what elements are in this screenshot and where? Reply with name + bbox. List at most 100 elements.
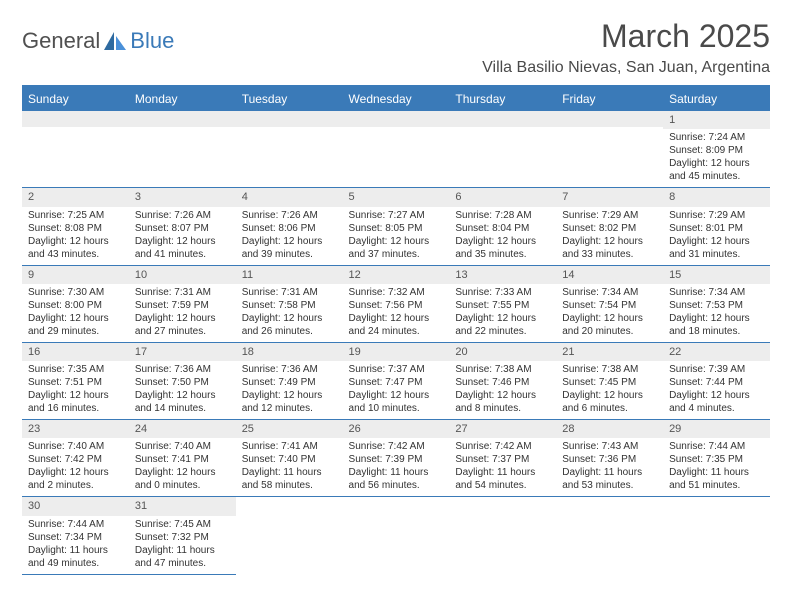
- daylight-line2: and 33 minutes.: [562, 248, 657, 261]
- daylight-line2: and 26 minutes.: [242, 325, 337, 338]
- daylight-line2: and 4 minutes.: [669, 402, 764, 415]
- calendar-day-cell: 8Sunrise: 7:29 AMSunset: 8:01 PMDaylight…: [663, 188, 770, 265]
- month-title: March 2025: [482, 18, 770, 55]
- day-number: 27: [449, 420, 556, 438]
- daylight-line1: Daylight: 12 hours: [349, 235, 444, 248]
- day-body: Sunrise: 7:27 AMSunset: 8:05 PMDaylight:…: [343, 207, 450, 265]
- sunrise-text: Sunrise: 7:31 AM: [135, 286, 230, 299]
- daylight-line2: and 37 minutes.: [349, 248, 444, 261]
- day-number: 28: [556, 420, 663, 438]
- daylight-line2: and 10 minutes.: [349, 402, 444, 415]
- daylight-line1: Daylight: 12 hours: [669, 157, 764, 170]
- sunrise-text: Sunrise: 7:35 AM: [28, 363, 123, 376]
- day-number: 19: [343, 343, 450, 361]
- day-number: [556, 111, 663, 127]
- daylight-line2: and 53 minutes.: [562, 479, 657, 492]
- day-body: Sunrise: 7:29 AMSunset: 8:02 PMDaylight:…: [556, 207, 663, 265]
- sunrise-text: Sunrise: 7:34 AM: [669, 286, 764, 299]
- daylight-line1: Daylight: 12 hours: [562, 389, 657, 402]
- sail-icon: [102, 30, 128, 52]
- daylight-line1: Daylight: 11 hours: [562, 466, 657, 479]
- daylight-line2: and 12 minutes.: [242, 402, 337, 415]
- calendar-week-row: 16Sunrise: 7:35 AMSunset: 7:51 PMDayligh…: [22, 342, 770, 419]
- day-number: 11: [236, 266, 343, 284]
- calendar-day-cell: 15Sunrise: 7:34 AMSunset: 7:53 PMDayligh…: [663, 265, 770, 342]
- calendar-day-cell: 24Sunrise: 7:40 AMSunset: 7:41 PMDayligh…: [129, 420, 236, 497]
- daylight-line2: and 49 minutes.: [28, 557, 123, 570]
- daylight-line1: Daylight: 12 hours: [349, 389, 444, 402]
- daylight-line2: and 43 minutes.: [28, 248, 123, 261]
- sunrise-text: Sunrise: 7:43 AM: [562, 440, 657, 453]
- sunset-text: Sunset: 8:04 PM: [455, 222, 550, 235]
- sunrise-text: Sunrise: 7:44 AM: [669, 440, 764, 453]
- day-body: Sunrise: 7:41 AMSunset: 7:40 PMDaylight:…: [236, 438, 343, 496]
- day-number: 16: [22, 343, 129, 361]
- calendar-day-cell: 27Sunrise: 7:42 AMSunset: 7:37 PMDayligh…: [449, 420, 556, 497]
- daylight-line1: Daylight: 12 hours: [669, 389, 764, 402]
- sunrise-text: Sunrise: 7:34 AM: [562, 286, 657, 299]
- calendar-day-cell: 25Sunrise: 7:41 AMSunset: 7:40 PMDayligh…: [236, 420, 343, 497]
- daylight-line1: Daylight: 12 hours: [135, 466, 230, 479]
- sunset-text: Sunset: 8:07 PM: [135, 222, 230, 235]
- daylight-line1: Daylight: 12 hours: [28, 312, 123, 325]
- sunrise-text: Sunrise: 7:28 AM: [455, 209, 550, 222]
- day-number: 31: [129, 497, 236, 515]
- day-body: Sunrise: 7:24 AMSunset: 8:09 PMDaylight:…: [663, 129, 770, 187]
- sunrise-text: Sunrise: 7:38 AM: [455, 363, 550, 376]
- calendar-day-cell: [236, 497, 343, 574]
- calendar-day-cell: 19Sunrise: 7:37 AMSunset: 7:47 PMDayligh…: [343, 342, 450, 419]
- day-number: 13: [449, 266, 556, 284]
- day-number: 26: [343, 420, 450, 438]
- day-body: Sunrise: 7:44 AMSunset: 7:35 PMDaylight:…: [663, 438, 770, 496]
- daylight-line2: and 56 minutes.: [349, 479, 444, 492]
- sunset-text: Sunset: 7:45 PM: [562, 376, 657, 389]
- weekday-header: Monday: [129, 87, 236, 111]
- calendar-day-cell: 4Sunrise: 7:26 AMSunset: 8:06 PMDaylight…: [236, 188, 343, 265]
- day-body: Sunrise: 7:45 AMSunset: 7:32 PMDaylight:…: [129, 516, 236, 574]
- day-body: Sunrise: 7:25 AMSunset: 8:08 PMDaylight:…: [22, 207, 129, 265]
- daylight-line2: and 47 minutes.: [135, 557, 230, 570]
- daylight-line1: Daylight: 11 hours: [242, 466, 337, 479]
- calendar-day-cell: 3Sunrise: 7:26 AMSunset: 8:07 PMDaylight…: [129, 188, 236, 265]
- sunrise-text: Sunrise: 7:40 AM: [135, 440, 230, 453]
- sunset-text: Sunset: 8:01 PM: [669, 222, 764, 235]
- calendar-day-cell: 11Sunrise: 7:31 AMSunset: 7:58 PMDayligh…: [236, 265, 343, 342]
- calendar-day-cell: [449, 111, 556, 188]
- title-block: March 2025 Villa Basilio Nievas, San Jua…: [482, 18, 770, 77]
- daylight-line2: and 0 minutes.: [135, 479, 230, 492]
- daylight-line2: and 45 minutes.: [669, 170, 764, 183]
- weekday-header: Wednesday: [343, 87, 450, 111]
- sunset-text: Sunset: 7:41 PM: [135, 453, 230, 466]
- day-number: 30: [22, 497, 129, 515]
- sunrise-text: Sunrise: 7:37 AM: [349, 363, 444, 376]
- day-number: [663, 497, 770, 513]
- page-header: General Blue March 2025 Villa Basilio Ni…: [22, 18, 770, 77]
- sunset-text: Sunset: 7:54 PM: [562, 299, 657, 312]
- daylight-line2: and 16 minutes.: [28, 402, 123, 415]
- day-number: 9: [22, 266, 129, 284]
- calendar-day-cell: 5Sunrise: 7:27 AMSunset: 8:05 PMDaylight…: [343, 188, 450, 265]
- location: Villa Basilio Nievas, San Juan, Argentin…: [482, 59, 770, 77]
- daylight-line2: and 54 minutes.: [455, 479, 550, 492]
- daylight-line2: and 58 minutes.: [242, 479, 337, 492]
- calendar-week-row: 23Sunrise: 7:40 AMSunset: 7:42 PMDayligh…: [22, 420, 770, 497]
- sunset-text: Sunset: 7:46 PM: [455, 376, 550, 389]
- sunrise-text: Sunrise: 7:33 AM: [455, 286, 550, 299]
- calendar-day-cell: [343, 111, 450, 188]
- daylight-line1: Daylight: 12 hours: [135, 312, 230, 325]
- day-body: Sunrise: 7:31 AMSunset: 7:58 PMDaylight:…: [236, 284, 343, 342]
- day-body: Sunrise: 7:40 AMSunset: 7:42 PMDaylight:…: [22, 438, 129, 496]
- day-body: Sunrise: 7:33 AMSunset: 7:55 PMDaylight:…: [449, 284, 556, 342]
- daylight-line1: Daylight: 12 hours: [669, 312, 764, 325]
- sunrise-text: Sunrise: 7:40 AM: [28, 440, 123, 453]
- day-body: Sunrise: 7:38 AMSunset: 7:45 PMDaylight:…: [556, 361, 663, 419]
- calendar-day-cell: 10Sunrise: 7:31 AMSunset: 7:59 PMDayligh…: [129, 265, 236, 342]
- daylight-line1: Daylight: 12 hours: [455, 389, 550, 402]
- calendar-day-cell: 13Sunrise: 7:33 AMSunset: 7:55 PMDayligh…: [449, 265, 556, 342]
- weekday-header: Sunday: [22, 87, 129, 111]
- weekday-header: Thursday: [449, 87, 556, 111]
- sunrise-text: Sunrise: 7:27 AM: [349, 209, 444, 222]
- weekday-header: Tuesday: [236, 87, 343, 111]
- daylight-line1: Daylight: 12 hours: [242, 389, 337, 402]
- calendar-day-cell: [663, 497, 770, 574]
